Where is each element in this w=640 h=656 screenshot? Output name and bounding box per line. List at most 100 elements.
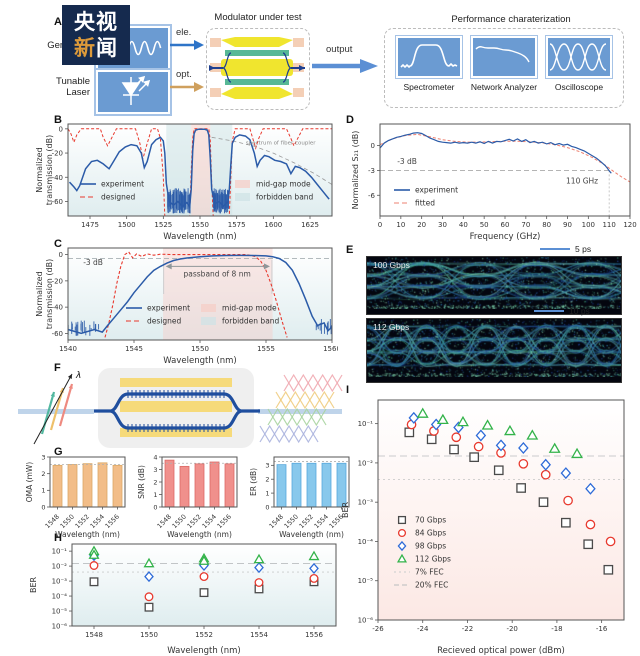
svg-text:-3 dB: -3 dB (83, 258, 103, 267)
svg-text:100: 100 (582, 221, 595, 229)
svg-text:2: 2 (265, 476, 269, 484)
panel-f-schematic: λ (18, 368, 343, 448)
series-112 Gbps (88, 545, 320, 568)
svg-text:70: 70 (521, 221, 530, 229)
svg-text:1552: 1552 (186, 513, 203, 530)
svg-text:7% FEC: 7% FEC (415, 568, 444, 577)
watermark-text-1: 央视 (74, 10, 118, 34)
svg-text:Wavelength (nm): Wavelength (nm) (55, 530, 120, 539)
svg-text:1550: 1550 (59, 513, 76, 530)
svg-text:1554: 1554 (313, 513, 330, 530)
svg-text:10⁻³: 10⁻³ (358, 499, 374, 507)
panel-h-chart: 1548 1550 1552 1554 1556 10⁻¹ 10⁻² 10⁻³ 10⁻⁴ 10⁻⁵… (29, 543, 337, 656)
svg-text:20: 20 (417, 221, 426, 229)
scalebar-10ps: 10 ps (534, 306, 590, 316)
tunable-laser-label-1: Tunable (56, 76, 90, 87)
panel-i-chart: -26 -24 -22 -20 -18 -16 10⁻¹ 10⁻² 10⁻³ 10⁻⁴ 10⁻⁵ 10… (341, 399, 625, 656)
svg-text:50: 50 (480, 221, 489, 229)
svg-text:30: 30 (438, 221, 447, 229)
svg-text:forbidden band: forbidden band (222, 317, 280, 326)
series-designed (104, 251, 288, 338)
oscilloscope-icon (545, 35, 613, 79)
svg-text:10⁻³: 10⁻³ (52, 578, 68, 586)
svg-text:1525: 1525 (154, 221, 172, 229)
spectrometer-label: Spectrometer (403, 82, 455, 92)
ele-arrow-icon (170, 40, 204, 50)
svg-text:experiment: experiment (101, 180, 144, 189)
svg-text:-24: -24 (417, 625, 429, 633)
electrode (120, 401, 232, 412)
svg-text:110 GHz: 110 GHz (566, 177, 598, 186)
svg-text:1548: 1548 (44, 513, 61, 530)
network-analyzer-label: Network Analyzer (470, 82, 538, 92)
svg-text:1552: 1552 (195, 631, 213, 639)
svg-text:designed: designed (147, 317, 181, 326)
tunable-laser-label: Tunable Laser (24, 76, 90, 98)
opt-label: opt. (176, 69, 192, 80)
watermark-line1: 央视 (74, 9, 118, 35)
output-waveguide (258, 409, 342, 414)
svg-text:1545: 1545 (125, 345, 143, 353)
svg-text:Wavelength (nm): Wavelength (nm) (163, 356, 236, 366)
svg-text:-20: -20 (506, 625, 517, 633)
svg-text:4: 4 (153, 453, 157, 461)
svg-text:ER (dB): ER (dB) (249, 468, 258, 496)
watermark-line2: 新闻 (74, 35, 118, 61)
series-112 Gbps (416, 407, 583, 459)
series-group (67, 251, 333, 338)
svg-text:OMA (mW): OMA (mW) (25, 462, 34, 503)
svg-text:-40: -40 (52, 174, 63, 182)
series-experiment (67, 254, 333, 335)
svg-text:0: 0 (41, 503, 45, 511)
svg-text:BER: BER (341, 502, 350, 519)
svg-text:experiment: experiment (415, 186, 458, 195)
ele-label: ele. (176, 27, 192, 38)
svg-text:1556: 1556 (104, 513, 121, 530)
series-fiber-coupler (211, 136, 333, 185)
scalebar-5ps-label: 5 ps (575, 244, 592, 254)
svg-text:10⁻⁵: 10⁻⁵ (52, 608, 68, 616)
svg-text:-60: -60 (52, 198, 63, 206)
wdm-eye-mesh (267, 407, 327, 427)
panel-label-g: G (54, 446, 63, 458)
svg-text:1550: 1550 (140, 631, 158, 639)
svg-text:forbidden band: forbidden band (256, 193, 314, 202)
lambda-label: λ (75, 371, 81, 381)
svg-text:-60: -60 (52, 330, 63, 338)
panel-label-f: F (54, 362, 61, 374)
output-label: output (326, 44, 353, 55)
svg-text:1552: 1552 (74, 513, 91, 530)
svg-text:112 Gbps: 112 Gbps (415, 555, 451, 564)
svg-text:-40: -40 (52, 304, 63, 312)
scalebar-10ps-label: 10 ps (569, 306, 590, 316)
svg-text:1554: 1554 (201, 513, 218, 530)
svg-text:0: 0 (59, 125, 63, 133)
modulator-under-test-box (206, 28, 310, 110)
svg-text:1: 1 (265, 489, 269, 497)
svg-text:Wavelength (nm): Wavelength (nm) (167, 530, 232, 539)
svg-text:-3 dB: -3 dB (397, 157, 417, 166)
tunable-laser-label-2: Laser (66, 87, 90, 98)
scalebar-line-icon (534, 310, 564, 312)
panel-label-b: B (54, 114, 62, 126)
svg-text:Wavelength (nm): Wavelength (nm) (163, 232, 236, 242)
svg-text:1548: 1548 (85, 631, 103, 639)
network-analyzer-item: Network Analyzer (470, 35, 538, 92)
svg-text:1550: 1550 (171, 513, 188, 530)
svg-text:70 Gbps: 70 Gbps (415, 516, 446, 525)
svg-text:-3: -3 (368, 167, 375, 175)
series-group (379, 132, 631, 183)
panel-b-chart: 1475 1500 1525 1550 1575 1600 1625 0 -20 -40 -60 Wa… (35, 123, 333, 242)
panel-label-e: E (346, 244, 354, 256)
svg-text:1575: 1575 (228, 221, 246, 229)
svg-text:1554: 1554 (250, 631, 268, 639)
oscilloscope-item: Oscilloscope (545, 35, 613, 92)
cctv-news-watermark: 央视 新闻 (62, 5, 130, 65)
svg-text:1550: 1550 (191, 345, 209, 353)
series-designed (67, 128, 332, 217)
svg-text:0: 0 (371, 142, 375, 150)
svg-text:mid-gap mode: mid-gap mode (256, 180, 311, 189)
svg-text:2: 2 (153, 478, 157, 486)
